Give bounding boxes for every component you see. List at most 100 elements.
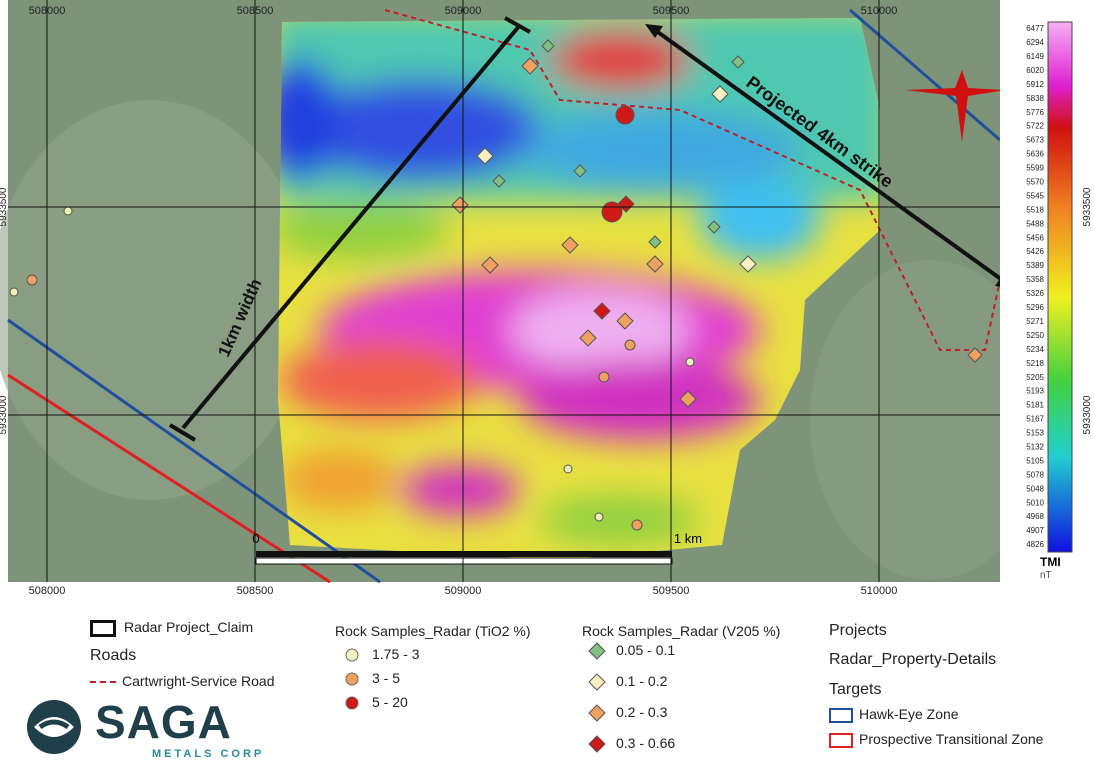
logo-name: SAGA [95,696,232,748]
symbol [345,696,359,710]
label: Cartwright-Service Road [122,673,275,689]
label: 0.05 - 0.1 [616,642,676,658]
legend-tio2-title: Rock Samples_Radar (TiO2 %) [335,623,531,639]
label: 0.1 - 0.2 [616,673,668,689]
legend-symbol [588,642,606,661]
symbol [588,735,606,754]
legend-item: 0.1 - 0.2 [586,673,668,692]
x-tick-label: 510000 [861,585,898,597]
width-end [504,16,531,34]
colorbar-label: 5518 [1026,205,1044,214]
legend-property: Radar_Property-Details [829,651,997,668]
legend-hawk: Hawk-Eye Zone [829,706,959,723]
legend-road: Cartwright-Service Road [90,673,275,689]
label: 3 - 5 [372,670,401,686]
x-tick-label: 510000 [861,5,898,17]
width-line [181,23,522,430]
colorbar-label: 5048 [1026,484,1044,493]
colorbar-label: 5234 [1026,345,1044,354]
colorbar-label: 5722 [1026,122,1044,131]
x-tick-label: 509000 [445,5,482,17]
colorbar-unit: nT [1040,570,1052,581]
x-tick-label: 508000 [29,5,66,17]
legend-symbol [588,735,606,754]
scale-end: 1 km [674,531,702,546]
colorbar-label: 5426 [1026,247,1044,256]
x-tick-label: 509500 [653,5,690,17]
scale-bar [256,551,672,557]
y-tick-label: 5933500 [1082,187,1093,226]
y-tick-label: 5933000 [1082,395,1093,434]
legend-transitional: Prospective Transitional Zone [829,731,1043,748]
transitional-zone [7,373,331,584]
colorbar-label: 5105 [1026,456,1044,465]
legend-item: 0.2 - 0.3 [586,704,668,723]
label: Hawk-Eye Zone [859,706,959,722]
symbol [345,672,359,686]
colorbar-label: 5296 [1026,303,1044,312]
x-tick-label: 509000 [445,585,482,597]
label: 1.75 - 3 [372,646,420,662]
scale-bar [255,557,673,565]
legend-projects: Projects [829,622,887,639]
symbol [588,642,606,661]
legend-item: 3 - 5 [342,670,400,688]
colorbar-label: 5599 [1026,164,1044,173]
legend-symbol [345,672,359,686]
colorbar-label: 6477 [1026,24,1044,33]
symbol [588,673,606,692]
colorbar-label: 5193 [1026,387,1044,396]
colorbar-label: 5078 [1026,470,1044,479]
label: Radar Project_Claim [124,619,254,635]
legend-item: 0.05 - 0.1 [586,642,676,661]
colorbar-label: 5153 [1026,429,1044,438]
legend-item: 1.75 - 3 [342,646,419,664]
colorbar-label: 5776 [1026,108,1044,117]
colorbar-title: TMI [1040,555,1061,569]
legend-symbol [345,648,359,662]
colorbar-label: 5010 [1026,498,1044,507]
symbol [345,648,359,662]
colorbar-label: 5167 [1026,415,1044,424]
colorbar-label: 6294 [1026,38,1044,47]
terrain [0,100,310,500]
legend-targets: Targets [829,681,882,698]
legend-symbol [588,673,606,692]
y-tick-label: 5933000 [0,395,9,434]
colorbar-label: 5912 [1026,80,1044,89]
hawk-eye-zone [7,318,381,584]
x-tick-label: 508500 [237,5,274,17]
symbol [588,704,606,723]
legend-item: 0.3 - 0.66 [586,735,676,754]
colorbar-label: 5218 [1026,359,1044,368]
colorbar-label: 5488 [1026,219,1044,228]
colorbar-label: 4968 [1026,512,1044,521]
legend-claim: Radar Project_Claim [90,619,253,637]
colorbar-label: 5271 [1026,317,1044,326]
colorbar-label: 5205 [1026,373,1044,382]
colorbar-label: 5636 [1026,150,1044,159]
colorbar-label: 5358 [1026,275,1044,284]
colorbar-label: 5838 [1026,94,1044,103]
samples [9,39,983,531]
colorbar-label: 5545 [1026,191,1044,200]
colorbar-label: 5250 [1026,331,1044,340]
x-tick-label: 508000 [29,585,66,597]
colorbar-panel [1000,0,1094,582]
x-tick-label: 509500 [653,585,690,597]
label: 5 - 20 [372,694,408,710]
x-tick-label: 508500 [237,585,274,597]
colorbar-label: 5673 [1026,136,1044,145]
label: 0.2 - 0.3 [616,704,668,720]
label: 0.3 - 0.66 [616,735,676,751]
legend-symbol [588,704,606,723]
colorbar-label: 5181 [1026,401,1044,410]
logo-subtitle: METALS CORP [152,748,265,760]
hawk-eye-zone [849,8,1001,142]
colorbar [1047,21,1073,553]
width-end [168,423,197,442]
legend-item: 5 - 20 [342,694,408,712]
colorbar-label: 5326 [1026,289,1044,298]
